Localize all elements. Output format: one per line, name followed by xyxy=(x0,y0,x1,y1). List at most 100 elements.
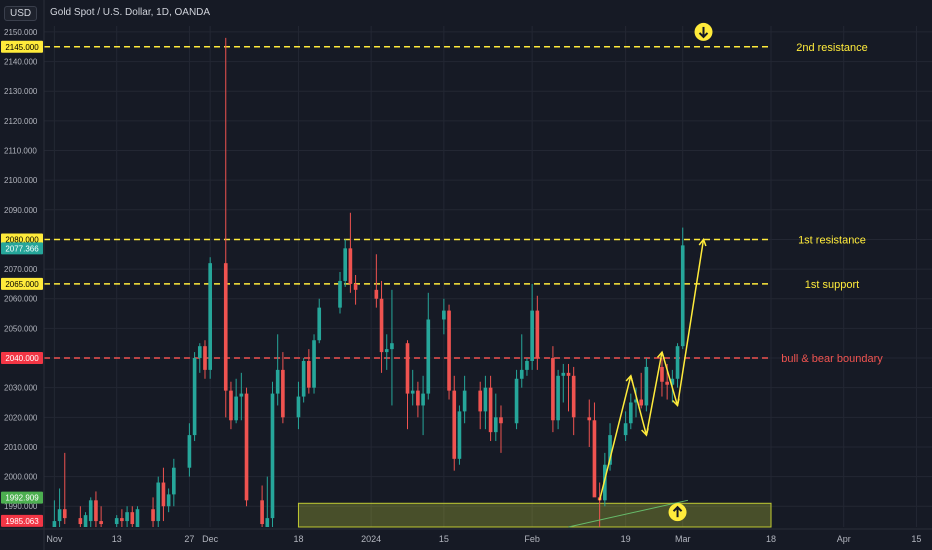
candle-body xyxy=(390,343,394,350)
chart-title: Gold Spot / U.S. Dollar, 1D, OANDA xyxy=(50,7,211,18)
candle-body xyxy=(493,417,498,433)
candle-body xyxy=(234,396,238,421)
price-badge xyxy=(1,491,43,504)
level-price-text: 2145.000 xyxy=(5,43,39,52)
candle-body xyxy=(281,369,285,418)
zigzag-arrowhead xyxy=(672,398,680,408)
candle-body xyxy=(535,310,540,359)
zigzag-arrowhead xyxy=(625,374,634,383)
candle-body xyxy=(348,248,353,284)
candle-body xyxy=(120,518,124,522)
candle-body xyxy=(457,411,462,459)
candle-body xyxy=(275,369,280,394)
x-tick-label: 15 xyxy=(911,534,921,544)
candle-body xyxy=(452,390,457,459)
candle-body xyxy=(229,390,233,421)
zigzag-path xyxy=(598,239,705,501)
y-tick-label: 2010.000 xyxy=(4,443,38,452)
candle-body xyxy=(244,393,249,501)
x-tick-label: 27 xyxy=(184,534,194,544)
candle-body xyxy=(192,358,197,436)
level-label: bull & bear boundary xyxy=(781,353,883,365)
y-tick-label: 2060.000 xyxy=(4,295,38,304)
y-tick-label: 2130.000 xyxy=(4,87,38,96)
candle-body xyxy=(405,343,410,394)
candle-body xyxy=(561,372,566,376)
candle-body xyxy=(99,521,103,525)
candle-body xyxy=(426,319,431,394)
candle-body xyxy=(680,245,685,347)
candle-body xyxy=(62,509,67,519)
y-tick-label: 2030.000 xyxy=(4,384,38,393)
candle-body xyxy=(416,390,420,406)
candle-body xyxy=(312,340,316,388)
candle-body xyxy=(151,509,155,522)
drawings-layer xyxy=(568,22,713,528)
candle-body xyxy=(675,346,680,379)
price-badge xyxy=(1,242,43,255)
y-axis[interactable]: 1990.000 2000.000 2010.000 2020.000 2030.000… xyxy=(1,0,45,550)
price-badge-text: 1985.063 xyxy=(5,517,39,526)
candle-body xyxy=(88,500,93,522)
candle-body xyxy=(379,298,384,353)
candle-body xyxy=(156,482,161,522)
candles-layer xyxy=(52,37,685,527)
y-tick-label: 2070.000 xyxy=(4,265,38,274)
candle-body xyxy=(478,390,483,412)
candle-body xyxy=(639,399,644,406)
candle-body xyxy=(265,518,270,527)
y-tick-label: 1990.000 xyxy=(4,502,38,511)
marker-head xyxy=(698,32,709,39)
trend-line xyxy=(568,499,689,528)
candle-body xyxy=(130,512,135,525)
price-badge xyxy=(1,514,43,527)
support-zone-layer xyxy=(297,502,772,528)
candle-body xyxy=(660,366,664,382)
x-tick-label: 18 xyxy=(766,534,776,544)
candle-body xyxy=(566,372,571,376)
candle-body xyxy=(208,263,212,370)
candle-body xyxy=(483,387,488,412)
level-price-text: 2065.000 xyxy=(5,280,39,289)
level-label: 1st support xyxy=(805,279,859,291)
candle-body xyxy=(587,417,592,421)
candle-body xyxy=(644,366,649,406)
candle-body xyxy=(608,435,612,465)
y-tick-label: 2120.000 xyxy=(4,117,38,126)
candle-body xyxy=(197,346,202,359)
y-tick-label: 2000.000 xyxy=(4,473,38,482)
x-tick-label: 2024 xyxy=(361,534,381,544)
y-tick-label: 2090.000 xyxy=(4,206,38,215)
candle-body xyxy=(374,289,379,299)
candle-body xyxy=(83,515,88,527)
support-zone xyxy=(297,502,772,528)
candle-body xyxy=(301,360,306,397)
y-tick-label: 2150.000 xyxy=(4,28,38,37)
x-tick-label: Apr xyxy=(837,534,851,544)
marker-head xyxy=(672,505,683,512)
candle-body xyxy=(462,390,467,412)
currency-badge[interactable]: USD xyxy=(4,6,38,21)
candle-body xyxy=(592,420,597,498)
level-price-badge xyxy=(1,40,43,53)
candle-body xyxy=(603,464,607,501)
candle-body xyxy=(499,417,503,424)
candle-body xyxy=(307,360,311,388)
level-price-text: 2080.000 xyxy=(5,235,39,244)
candle-body xyxy=(57,509,62,522)
candle-body xyxy=(665,381,669,385)
candle-body xyxy=(317,307,322,341)
x-tick-label: 18 xyxy=(293,534,303,544)
candle-body xyxy=(52,521,57,527)
level-label: 2nd resistance xyxy=(796,42,868,54)
x-axis[interactable]: Nov 13 27 Dec 18 2024 15 Feb 19 Mar 18 Apr 15 xyxy=(0,528,932,544)
price-badge-text: 1992.909 xyxy=(5,494,39,503)
zigzag-arrowhead xyxy=(641,428,649,437)
candle-body xyxy=(166,494,171,507)
candle-body xyxy=(488,387,493,433)
candle-body xyxy=(519,369,524,379)
candle-body xyxy=(203,346,207,370)
grid-layer xyxy=(44,26,932,527)
